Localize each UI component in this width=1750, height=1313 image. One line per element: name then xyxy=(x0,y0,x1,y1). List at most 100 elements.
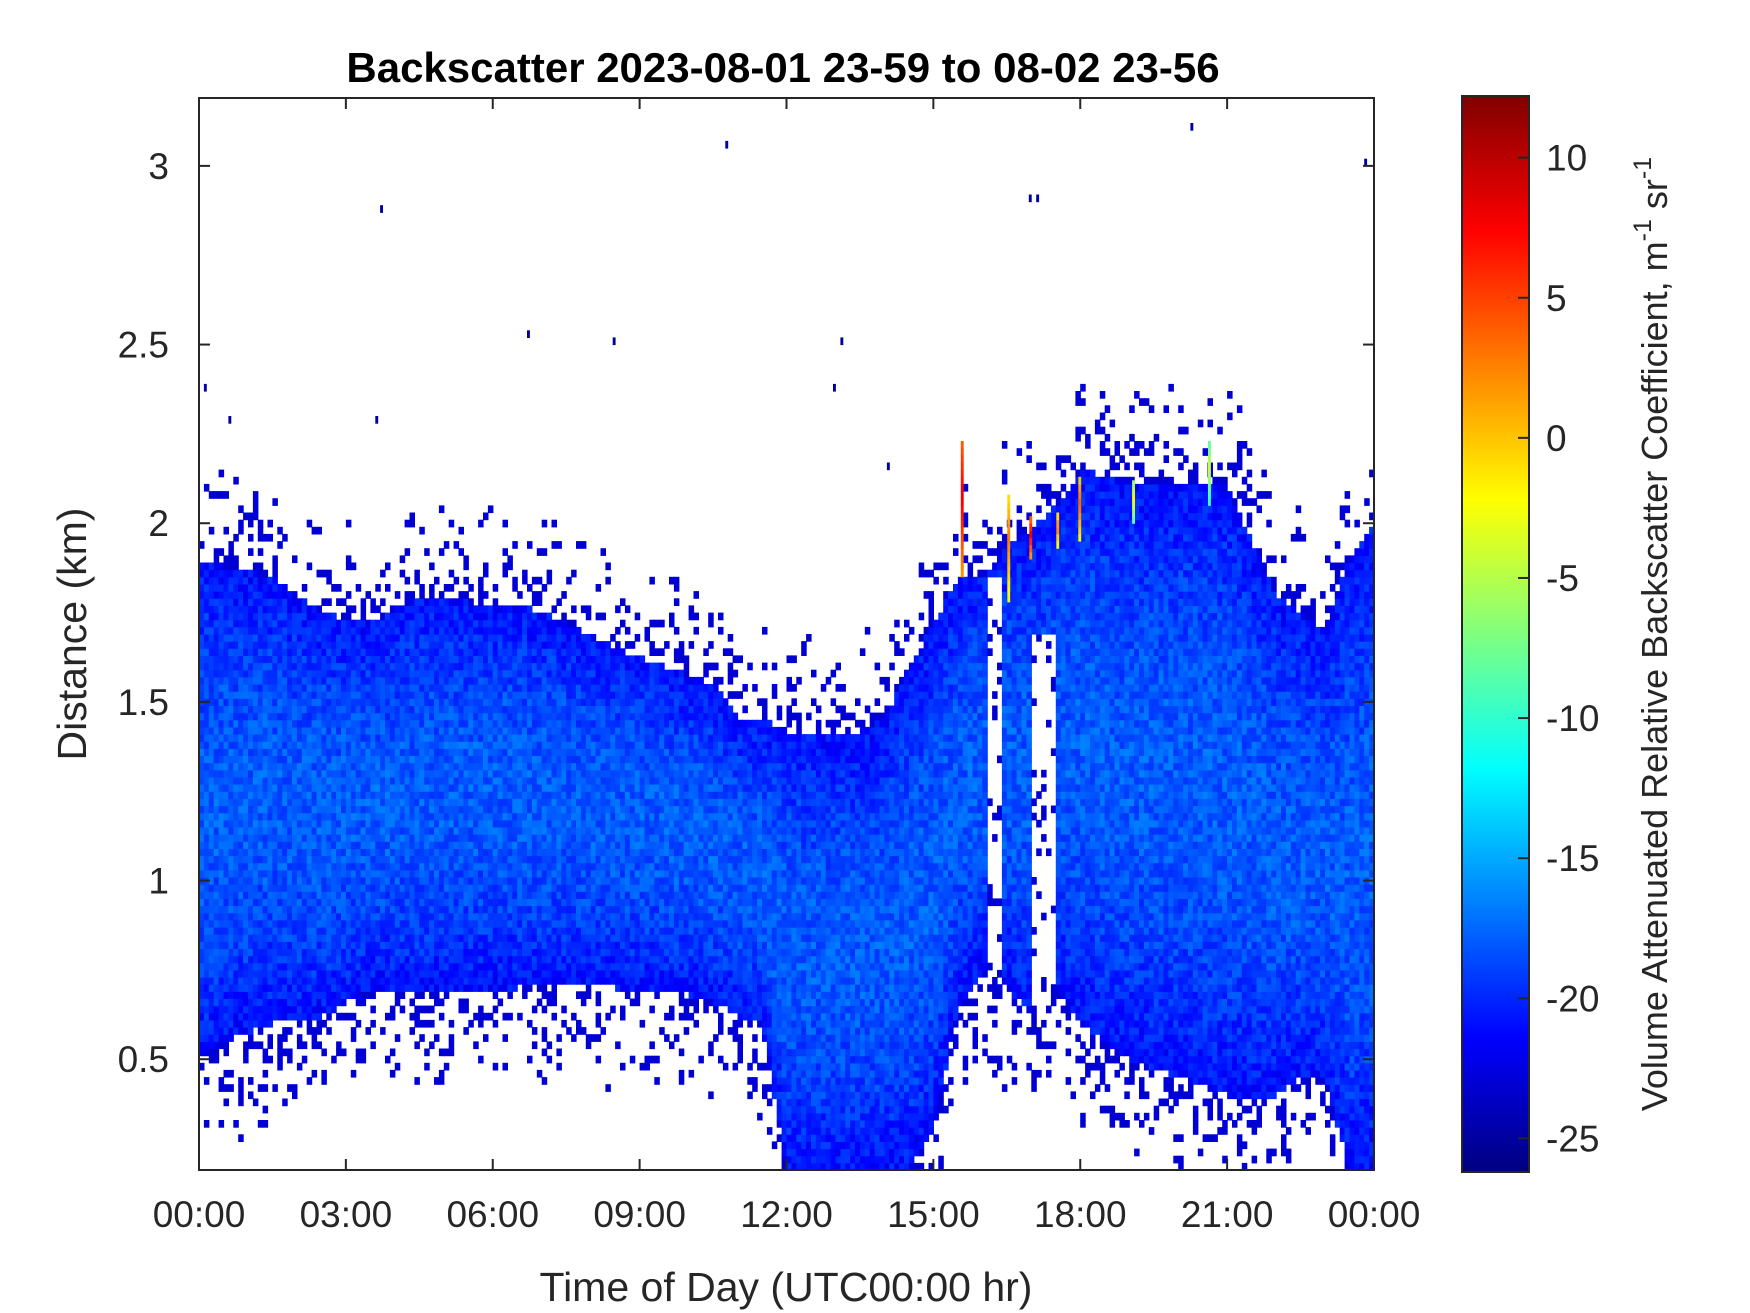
heatmap-cell xyxy=(252,898,259,907)
heatmap-cell xyxy=(292,648,298,656)
heatmap-cell xyxy=(566,619,572,628)
heatmap-cell xyxy=(497,841,504,849)
heatmap-cell xyxy=(487,884,494,892)
heatmap-cell xyxy=(267,533,273,542)
heatmap-cell xyxy=(561,626,567,635)
heatmap-cell xyxy=(419,605,425,614)
heatmap-cell xyxy=(443,819,450,828)
heatmap-cell xyxy=(429,1005,435,1014)
heatmap-cell xyxy=(414,884,420,892)
heatmap-cell xyxy=(448,919,455,928)
heatmap-cell xyxy=(580,755,587,764)
heatmap-cell xyxy=(203,655,210,664)
heatmap-cell xyxy=(507,705,513,714)
heatmap-cell xyxy=(541,798,548,807)
heatmap-cell xyxy=(355,819,362,828)
heatmap-cell xyxy=(282,819,288,828)
heatmap-cell xyxy=(316,905,322,914)
heatmap-cell xyxy=(590,898,597,907)
heatmap-cell xyxy=(463,819,469,828)
heatmap-cell xyxy=(345,841,352,849)
heatmap-cell xyxy=(438,984,445,992)
heatmap-cell xyxy=(208,705,215,714)
heatmap-cell xyxy=(576,877,582,885)
heatmap-cell xyxy=(375,834,381,842)
heatmap-cell xyxy=(311,912,318,921)
heatmap-cell xyxy=(199,834,205,842)
heatmap-cell xyxy=(404,705,411,714)
heatmap-cell xyxy=(576,819,582,828)
heatmap-cell xyxy=(487,834,494,842)
heatmap-cell xyxy=(213,569,220,578)
heatmap-cell xyxy=(282,912,288,921)
heatmap-cell xyxy=(277,1005,283,1014)
heatmap-cell xyxy=(272,619,278,628)
heatmap-cell xyxy=(576,834,582,842)
heatmap-cell xyxy=(199,955,205,964)
heatmap-cell xyxy=(438,977,445,985)
heatmap-cell xyxy=(522,919,528,928)
heatmap-cell xyxy=(355,634,362,642)
heatmap-cell xyxy=(233,1027,239,1035)
heatmap-cell xyxy=(595,934,602,942)
heatmap-cell xyxy=(585,669,592,678)
heatmap-cell xyxy=(233,669,239,678)
heatmap-cell xyxy=(448,912,455,921)
heatmap-cell xyxy=(365,712,371,721)
heatmap-cell xyxy=(223,977,229,985)
heatmap-cell xyxy=(399,641,406,649)
heatmap-cell xyxy=(341,705,347,714)
heatmap-cell xyxy=(306,676,313,685)
heatmap-cell xyxy=(483,612,489,621)
heatmap-cell xyxy=(429,776,435,785)
heatmap-cell xyxy=(218,891,225,899)
heatmap-cell xyxy=(468,855,474,864)
heatmap-cell xyxy=(541,819,548,828)
heatmap-cell xyxy=(199,641,205,649)
heatmap-cell xyxy=(497,798,504,807)
heatmap-cell xyxy=(458,791,464,799)
heatmap-cell xyxy=(316,784,322,792)
heatmap-cell xyxy=(326,827,332,835)
heatmap-cell xyxy=(463,798,469,807)
heatmap-cell xyxy=(585,1034,592,1042)
heatmap-cell xyxy=(419,991,425,999)
heatmap-cell xyxy=(502,562,508,571)
heatmap-cell xyxy=(561,755,567,764)
heatmap-cell xyxy=(394,819,401,828)
heatmap-cell xyxy=(487,898,494,907)
heatmap-cell xyxy=(306,1019,313,1028)
heatmap-cell xyxy=(595,1012,602,1021)
heatmap-cell xyxy=(301,662,308,671)
heatmap-cell xyxy=(375,634,381,642)
heatmap-cell xyxy=(399,941,406,949)
heatmap-cell xyxy=(331,748,337,756)
heatmap-cell xyxy=(311,619,318,628)
heatmap-cell xyxy=(551,891,557,899)
heatmap-cell xyxy=(365,862,371,871)
heatmap-cell xyxy=(331,762,337,771)
heatmap-cell xyxy=(438,734,445,742)
heatmap-cell xyxy=(243,855,249,864)
heatmap-cell xyxy=(292,748,298,756)
heatmap-cell xyxy=(311,634,318,642)
heatmap-cell xyxy=(561,1005,567,1014)
heatmap-cell xyxy=(316,977,322,985)
heatmap-cell xyxy=(389,676,396,685)
heatmap-cell xyxy=(233,605,239,614)
heatmap-cell xyxy=(571,741,577,749)
heatmap-cell xyxy=(551,676,557,685)
heatmap-cell xyxy=(399,705,406,714)
heatmap-cell xyxy=(252,748,259,756)
heatmap-cell xyxy=(331,798,337,807)
heatmap-cell xyxy=(409,848,415,857)
heatmap-cell xyxy=(267,1012,273,1021)
heatmap-cell xyxy=(272,941,278,949)
heatmap-cell xyxy=(292,927,298,935)
heatmap-cell xyxy=(306,862,313,871)
heatmap-cell xyxy=(551,634,557,642)
heatmap-cell xyxy=(326,834,332,842)
heatmap-cell xyxy=(306,634,313,642)
heatmap-cell xyxy=(252,655,259,664)
heatmap-cell xyxy=(316,705,322,714)
